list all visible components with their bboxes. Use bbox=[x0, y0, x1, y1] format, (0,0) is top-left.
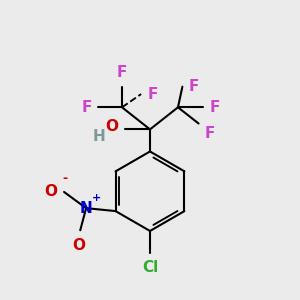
Text: F: F bbox=[117, 65, 127, 80]
Text: N: N bbox=[80, 201, 92, 216]
Text: O: O bbox=[106, 119, 118, 134]
Text: -: - bbox=[63, 172, 68, 185]
Text: F: F bbox=[82, 100, 92, 115]
Text: Cl: Cl bbox=[142, 260, 158, 275]
Text: O: O bbox=[45, 184, 58, 200]
Text: H: H bbox=[93, 129, 106, 144]
Text: F: F bbox=[205, 126, 215, 141]
Text: F: F bbox=[148, 87, 158, 102]
Text: F: F bbox=[189, 79, 199, 94]
Text: O: O bbox=[72, 238, 85, 253]
Text: F: F bbox=[209, 100, 220, 115]
Text: +: + bbox=[92, 193, 101, 203]
